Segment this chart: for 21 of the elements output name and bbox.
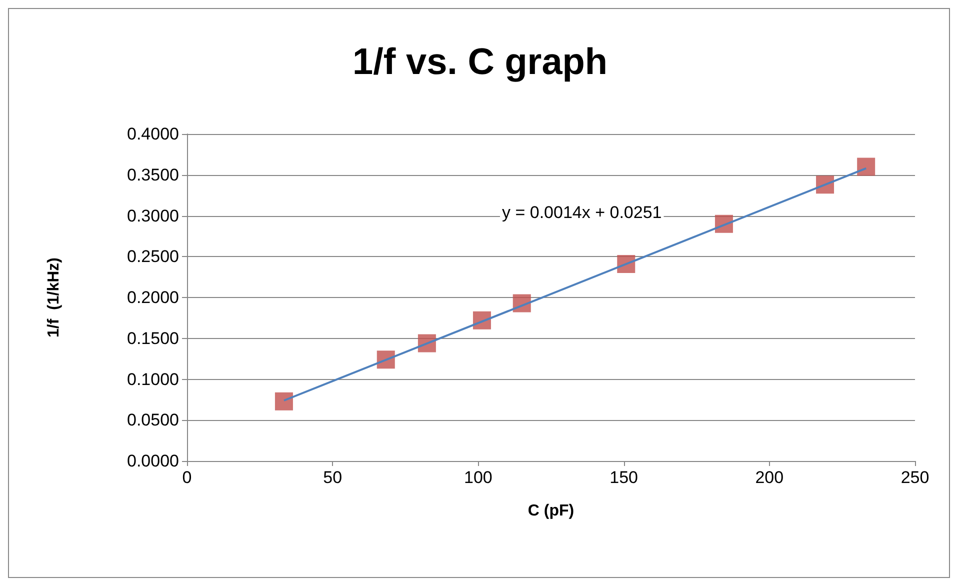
x-tick-label: 50 <box>323 468 342 487</box>
x-tick-label: 150 <box>610 468 638 487</box>
x-tick-label: 250 <box>900 468 930 487</box>
y-axis-title: 1/f (1/kHz) <box>46 257 62 338</box>
y-tick-label: 0.1500 <box>127 328 179 348</box>
annotation: y = 0.0014x + 0.0251 <box>502 203 662 222</box>
point <box>274 392 293 410</box>
y-tick-label: 0.4000 <box>127 124 179 144</box>
point <box>857 158 876 176</box>
y-tick-label: 0.0500 <box>127 410 179 430</box>
y-tick-label: 0.3500 <box>127 165 179 184</box>
chart-title: 1/f vs. C graph <box>352 41 608 82</box>
x-axis-title: C (pF) <box>528 502 574 520</box>
y-tick-label: 0.2000 <box>127 288 179 307</box>
y-tick-label: 0.1000 <box>127 370 179 389</box>
y-tick-label: 0.0000 <box>127 452 179 470</box>
x-tick-label: 100 <box>464 468 492 487</box>
x-tick-label: 200 <box>755 468 784 487</box>
y-tick-label: 0.2500 <box>127 247 179 266</box>
y-tick-label: 0.3000 <box>127 206 179 226</box>
x-tick-label: 0 <box>182 468 192 487</box>
